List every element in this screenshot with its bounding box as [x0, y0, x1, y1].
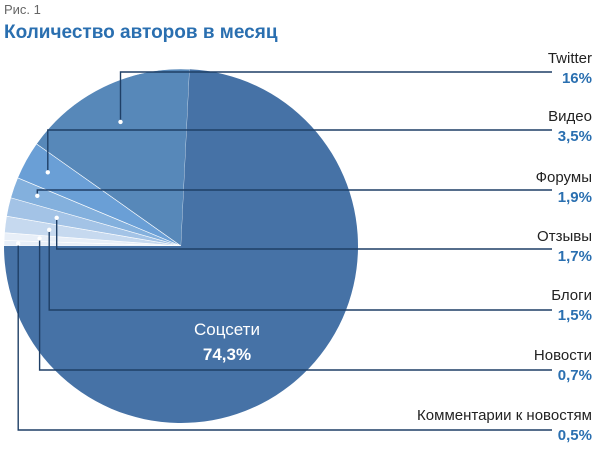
- legend-label-twitter: Twitter: [548, 50, 592, 67]
- legend-label-видео: Видео: [548, 108, 592, 125]
- leader-twitter: [119, 71, 552, 122]
- figure-label: Рис. 1: [4, 2, 41, 17]
- main-slice-value: 74,3%: [203, 345, 251, 364]
- legend-value-форумы: 1,9%: [558, 189, 592, 206]
- leader-новости: [38, 238, 552, 371]
- legend-value-новости: 0,7%: [558, 367, 592, 384]
- slice-соцсети: [4, 69, 358, 424]
- legend-label-новости: Новости: [534, 347, 592, 364]
- inner-label: Соцсети 74,3%: [194, 320, 260, 364]
- leader-dot-форумы: [35, 193, 40, 198]
- leader-dot-новости: [37, 236, 42, 241]
- legend-value-комментарии-к-новостям: 0,5%: [558, 427, 592, 444]
- legend-label-блоги: Блоги: [551, 287, 592, 304]
- leader-dot-отзывы: [54, 215, 59, 220]
- legend-label-отзывы: Отзывы: [537, 228, 592, 245]
- legend-labels: Twitter 16% Видео 3,5% Форумы 1,9% Отзывы 1,7% Б…: [417, 50, 592, 444]
- legend-value-блоги: 1,5%: [558, 307, 592, 324]
- leader-комментарии-к-новостям: [17, 243, 552, 431]
- pie-slices: [3, 68, 358, 424]
- leader-dot-блоги: [47, 227, 52, 232]
- legend-label-форумы: Форумы: [536, 169, 592, 186]
- leader-lines: [16, 71, 552, 431]
- legend-value-twitter: 16%: [562, 70, 592, 87]
- legend-value-отзывы: 1,7%: [558, 248, 592, 265]
- chart-title: Количество авторов в месяц: [4, 22, 278, 43]
- main-slice-label: Соцсети: [194, 320, 260, 339]
- leader-блоги: [48, 229, 552, 311]
- slice-twitter: [36, 68, 190, 247]
- leader-dot-видео: [45, 170, 50, 175]
- leader-dot-комментарии-к-новостям: [16, 241, 21, 246]
- leader-отзывы: [56, 217, 552, 250]
- leader-видео: [47, 129, 552, 173]
- legend-label-комментарии-к-новостям: Комментарии к новостям: [417, 407, 592, 424]
- legend-value-видео: 3,5%: [558, 128, 592, 145]
- leader-dot-twitter: [118, 119, 123, 125]
